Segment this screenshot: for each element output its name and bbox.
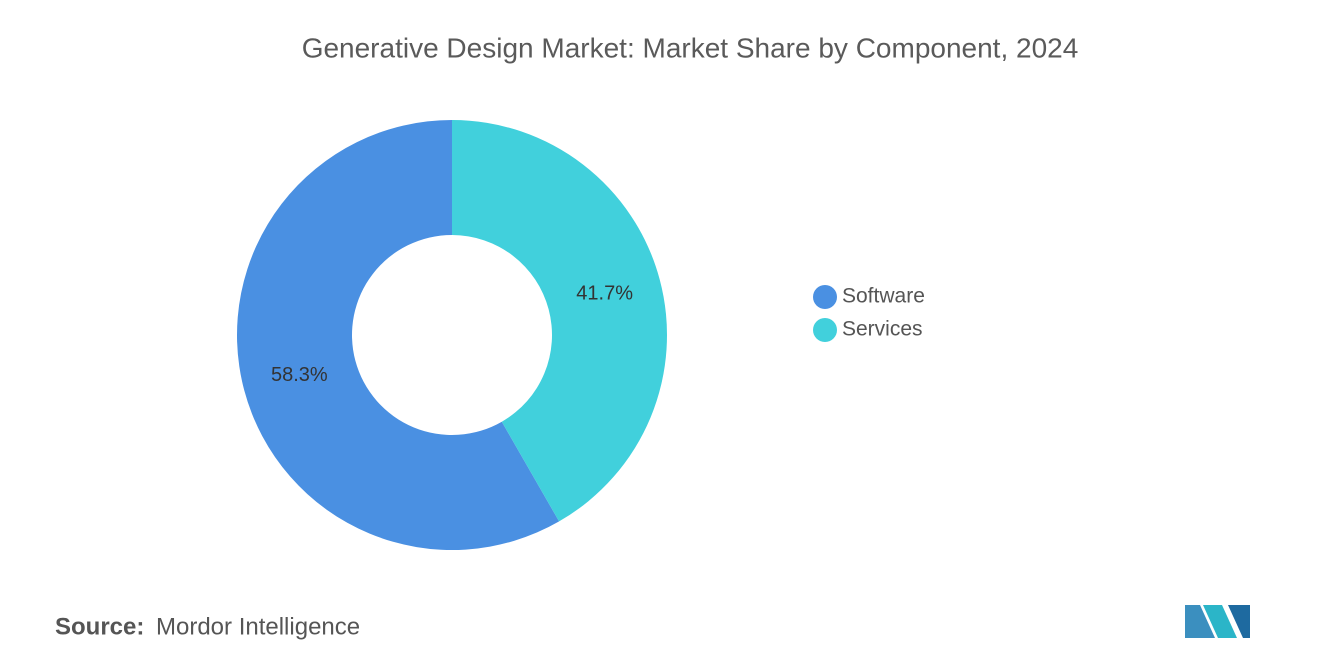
legend-label: Services bbox=[842, 318, 923, 341]
chart-title: Generative Design Market: Market Share b… bbox=[302, 32, 1079, 63]
data-label: 41.7% bbox=[576, 283, 633, 305]
legend-label: Software bbox=[842, 285, 925, 308]
donut-slice bbox=[236, 120, 560, 551]
legend-swatch bbox=[813, 318, 837, 342]
legend-swatch bbox=[813, 285, 837, 309]
data-label: 58.3% bbox=[271, 364, 328, 386]
donut-slice bbox=[452, 120, 667, 522]
source-label: Source: bbox=[55, 613, 144, 640]
source: Mordor Intelligence bbox=[156, 613, 360, 640]
logo bbox=[1185, 605, 1250, 638]
